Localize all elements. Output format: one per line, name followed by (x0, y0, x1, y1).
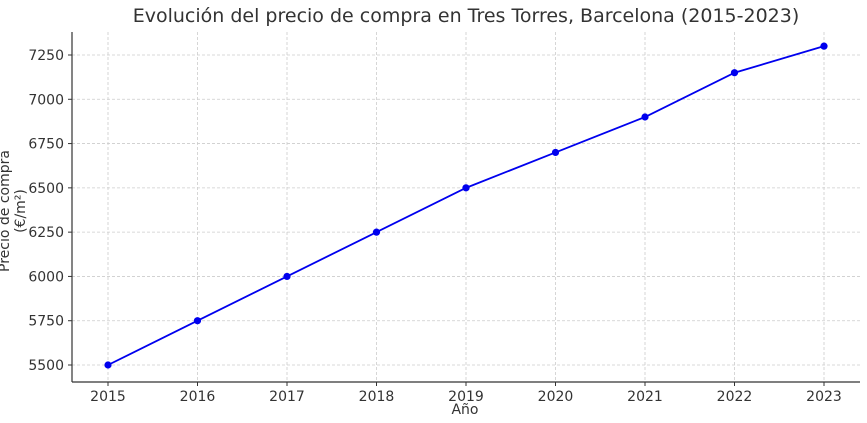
y-tick-label: 6750 (28, 137, 64, 153)
x-tick-label: 2022 (717, 389, 753, 405)
axes (68, 32, 860, 386)
y-tick-label: 5750 (28, 314, 64, 330)
y-tick-label: 5500 (28, 358, 64, 374)
x-tick-label: 2023 (806, 389, 842, 405)
x-tick-label: 2021 (627, 389, 663, 405)
data-point-marker (193, 317, 202, 325)
y-tick-label: 6250 (28, 225, 64, 241)
y-tick-label: 7000 (28, 92, 64, 108)
x-tick-label: 2018 (359, 389, 395, 405)
data-point-marker (551, 148, 560, 157)
data-point-marker (283, 272, 291, 281)
y-tick-label: 6500 (28, 181, 64, 197)
data-series (104, 42, 828, 369)
x-tick-label: 2019 (448, 389, 484, 405)
data-point-marker (641, 113, 649, 121)
x-axis-label: Año (451, 402, 479, 418)
data-point-marker (730, 69, 739, 77)
tick-labels: 5500 5750 6000 6250 6500 6750 7000 7250 2015 2016… (28, 48, 841, 405)
chart-title: Evolución del precio de compra en Tres T… (132, 5, 800, 27)
data-point-marker (462, 184, 470, 192)
data-point-marker (104, 361, 112, 369)
y-tick-label: 7250 (28, 48, 64, 64)
x-tick-label: 2016 (180, 389, 216, 405)
data-point-marker (372, 228, 381, 236)
y-tick-label: 6000 (28, 269, 64, 285)
x-tick-label: 2017 (269, 389, 305, 405)
data-point-marker (820, 42, 828, 50)
x-tick-label: 2020 (538, 389, 574, 405)
x-tick-label: 2015 (90, 389, 126, 405)
grid-lines (72, 32, 860, 382)
